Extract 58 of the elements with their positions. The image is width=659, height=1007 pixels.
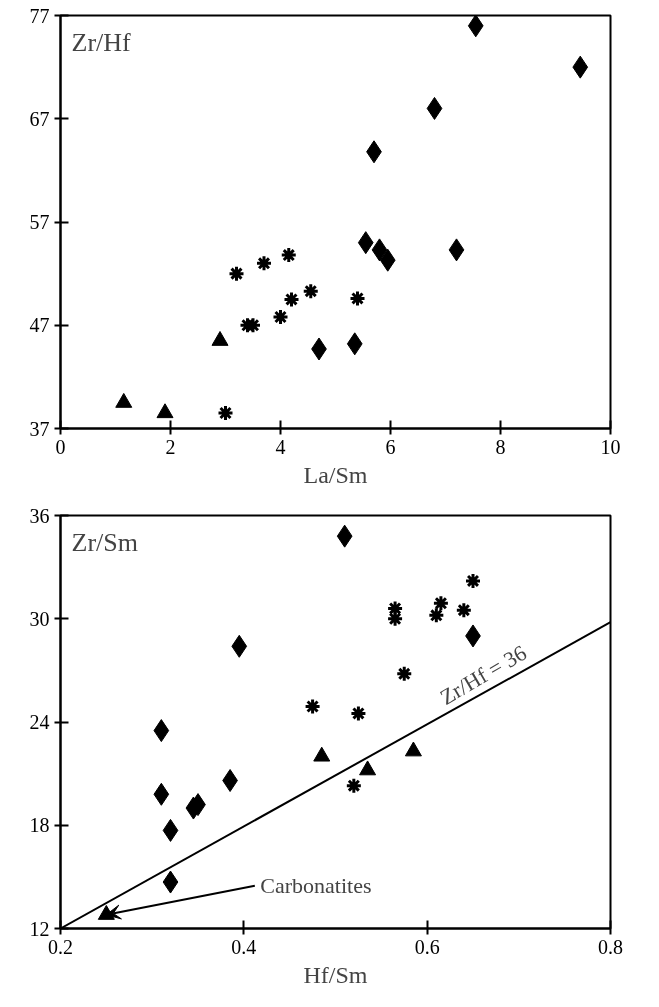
y-tick-label: 67 <box>29 107 50 130</box>
point <box>395 665 413 683</box>
point <box>162 818 179 842</box>
point <box>336 524 353 548</box>
point <box>302 282 320 300</box>
x-tick-label: 2 <box>165 435 176 458</box>
point <box>304 698 322 716</box>
y-tick-label: 12 <box>29 917 50 940</box>
point <box>427 606 445 624</box>
point <box>228 265 245 283</box>
y-tick-label: 24 <box>29 711 50 733</box>
point <box>280 246 298 264</box>
point <box>357 231 374 255</box>
y-tick-label: 36 <box>29 504 50 527</box>
y-tick-label: 57 <box>29 211 50 233</box>
x-tick-label: 0.8 <box>598 935 623 958</box>
x-tick-label: 10 <box>600 435 621 458</box>
x-axis-title: Hf/Sm <box>303 961 368 988</box>
point <box>455 601 473 619</box>
point <box>432 594 450 612</box>
x-tick-label: 0.2 <box>48 935 73 958</box>
point <box>572 55 589 79</box>
point <box>156 403 174 419</box>
annotation: Carbonatites <box>260 873 372 899</box>
y-axis-title: Zr/Hf <box>71 27 132 57</box>
point <box>231 634 248 658</box>
point <box>349 704 367 722</box>
point <box>346 332 363 356</box>
point <box>371 238 388 262</box>
point <box>153 719 170 743</box>
point <box>349 289 366 307</box>
point <box>217 404 234 422</box>
point <box>255 254 273 272</box>
y-tick-label: 18 <box>29 814 50 837</box>
y-tick-label: 47 <box>29 314 50 337</box>
x-tick-label: 0.4 <box>231 935 257 958</box>
point <box>283 290 300 308</box>
x-tick-label: 8 <box>495 435 506 458</box>
y-tick-label: 37 <box>29 417 50 440</box>
point <box>162 870 179 894</box>
x-tick-label: 6 <box>385 435 396 458</box>
x-axis-title: La/Sm <box>303 461 368 488</box>
y-tick-label: 77 <box>29 4 50 27</box>
x-tick-label: 0 <box>55 435 66 458</box>
x-tick-label: 4 <box>275 435 286 458</box>
point <box>153 782 170 806</box>
y-tick-label: 30 <box>29 607 50 630</box>
x-tick-label: 0.6 <box>414 935 440 958</box>
point <box>345 777 363 795</box>
point <box>211 331 229 346</box>
point <box>467 15 484 38</box>
point <box>379 248 396 272</box>
point <box>426 96 443 120</box>
point <box>464 572 482 590</box>
y-axis-title: Zr/Sm <box>71 527 138 557</box>
point <box>448 238 465 262</box>
point <box>272 308 289 326</box>
point <box>386 610 404 628</box>
